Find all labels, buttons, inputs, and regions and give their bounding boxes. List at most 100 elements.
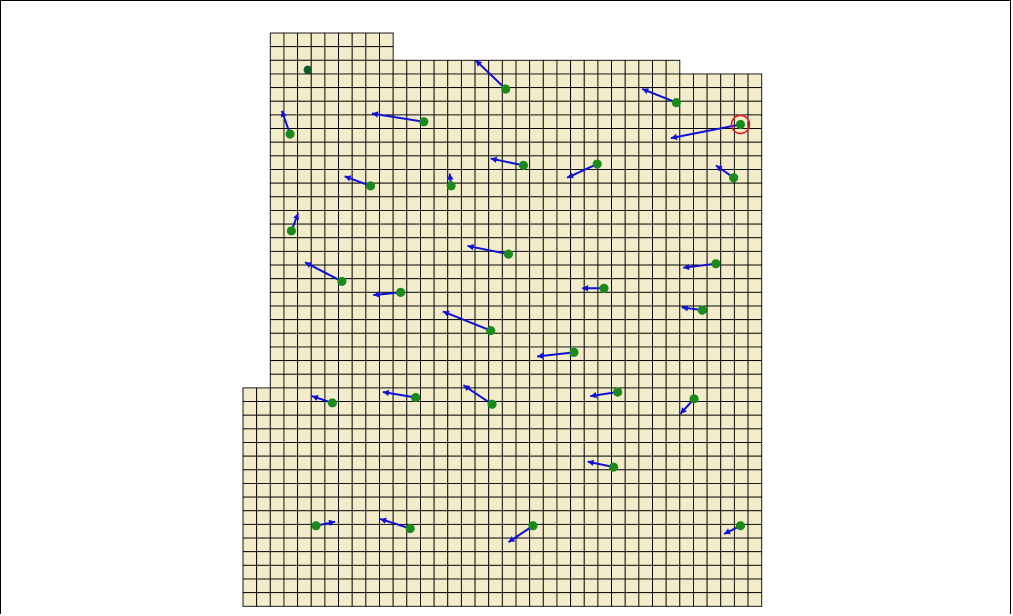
vector-v29[interactable] (507, 521, 538, 543)
mesh-cell (583, 209, 599, 225)
vector-node[interactable] (735, 119, 746, 130)
vector-node[interactable] (735, 521, 746, 531)
vector-arrowhead (537, 352, 544, 360)
vector-node[interactable] (327, 398, 337, 408)
vector-node[interactable] (592, 159, 602, 169)
mesh-cell (433, 223, 449, 239)
vector-v6[interactable] (670, 114, 751, 141)
mesh-cell (433, 264, 449, 280)
vector-v30[interactable] (723, 521, 746, 535)
vector-node[interactable] (446, 181, 456, 191)
mesh-cell (338, 114, 353, 130)
mesh-cell (542, 223, 558, 239)
vector-v18[interactable] (681, 304, 707, 315)
mesh-cell (324, 414, 339, 430)
mesh-cell (583, 373, 599, 389)
vector-node[interactable] (697, 305, 707, 315)
mesh-cell (474, 496, 490, 512)
vector-v26[interactable] (587, 459, 619, 472)
mesh-cell (556, 100, 572, 116)
mesh-cell (624, 442, 640, 457)
mesh-cell (597, 237, 613, 252)
mesh-cell (570, 496, 585, 512)
vector-v23[interactable] (382, 389, 421, 403)
mesh-cell (720, 455, 735, 471)
vector-v11[interactable] (715, 164, 739, 183)
vector-v10[interactable] (446, 173, 456, 191)
vector-node[interactable] (501, 84, 511, 94)
vector-v21[interactable] (590, 387, 623, 399)
vector-node[interactable] (365, 181, 376, 191)
vector-node[interactable] (569, 347, 579, 358)
mesh-cell (706, 469, 722, 484)
vector-v12[interactable] (286, 212, 300, 236)
mesh-cell (460, 87, 476, 102)
vector-node[interactable] (486, 325, 496, 336)
vector-node[interactable] (411, 392, 421, 403)
vector-node[interactable] (419, 117, 429, 127)
vector-node[interactable] (303, 65, 312, 75)
mesh-cell (447, 237, 462, 252)
mesh-cell (365, 442, 380, 457)
vector-node[interactable] (711, 259, 721, 269)
vector-node[interactable] (487, 399, 497, 409)
vector-node[interactable] (613, 387, 623, 397)
vector-v4[interactable] (280, 110, 295, 139)
mesh-cell (351, 155, 367, 170)
mesh-cell (460, 182, 476, 198)
vector-v5[interactable] (371, 111, 429, 127)
mesh-cell (747, 182, 763, 198)
mesh-cell (529, 496, 544, 512)
mesh-cell (529, 564, 544, 580)
vector-v22[interactable] (311, 394, 337, 408)
vector-node[interactable] (671, 98, 681, 108)
vector-v16[interactable] (582, 283, 609, 293)
vector-node[interactable] (405, 523, 415, 534)
vector-v25[interactable] (679, 394, 699, 415)
vector-v2[interactable] (474, 59, 511, 94)
mesh-cell (529, 141, 544, 157)
vector-v3[interactable] (641, 88, 681, 108)
vector-node[interactable] (518, 160, 529, 171)
mesh-cell (624, 401, 640, 416)
vector-v8[interactable] (566, 159, 602, 179)
mesh-cell (379, 319, 394, 334)
vector-v20[interactable] (536, 347, 579, 360)
vector-v27[interactable] (311, 519, 336, 531)
vector-v17[interactable] (373, 287, 406, 298)
vector-v28[interactable] (379, 517, 415, 534)
vector-v9[interactable] (344, 175, 376, 191)
vector-node[interactable] (337, 276, 347, 287)
vector-node[interactable] (395, 287, 406, 297)
vector-v7[interactable] (490, 156, 529, 171)
vector-node[interactable] (286, 226, 296, 236)
mesh-cell (693, 442, 708, 457)
mesh-cell (611, 442, 626, 457)
mesh-cell (433, 155, 449, 170)
vector-node[interactable] (528, 521, 538, 531)
vector-node[interactable] (285, 129, 295, 139)
vector-v14[interactable] (683, 259, 721, 271)
mesh-cell (747, 141, 763, 157)
vector-v19[interactable] (442, 310, 496, 336)
mesh-cell (460, 223, 476, 239)
vector-node[interactable] (311, 521, 321, 531)
vector-node[interactable] (503, 249, 514, 259)
mesh-cell (693, 401, 708, 416)
mesh-cell (570, 360, 585, 375)
vector-v24[interactable] (462, 384, 497, 409)
vector-node[interactable] (599, 283, 609, 293)
mesh-cell (693, 537, 708, 553)
vector-node[interactable] (689, 394, 699, 404)
mesh-cell (556, 483, 572, 498)
mesh-cell (597, 141, 613, 157)
vector-v15[interactable] (304, 261, 347, 287)
vector-node[interactable] (729, 173, 739, 183)
mesh-cell (447, 469, 462, 484)
vector-v1[interactable] (303, 65, 312, 75)
vector-v13[interactable] (467, 243, 514, 259)
vector-node[interactable] (608, 462, 619, 472)
mesh-cell (392, 196, 408, 211)
